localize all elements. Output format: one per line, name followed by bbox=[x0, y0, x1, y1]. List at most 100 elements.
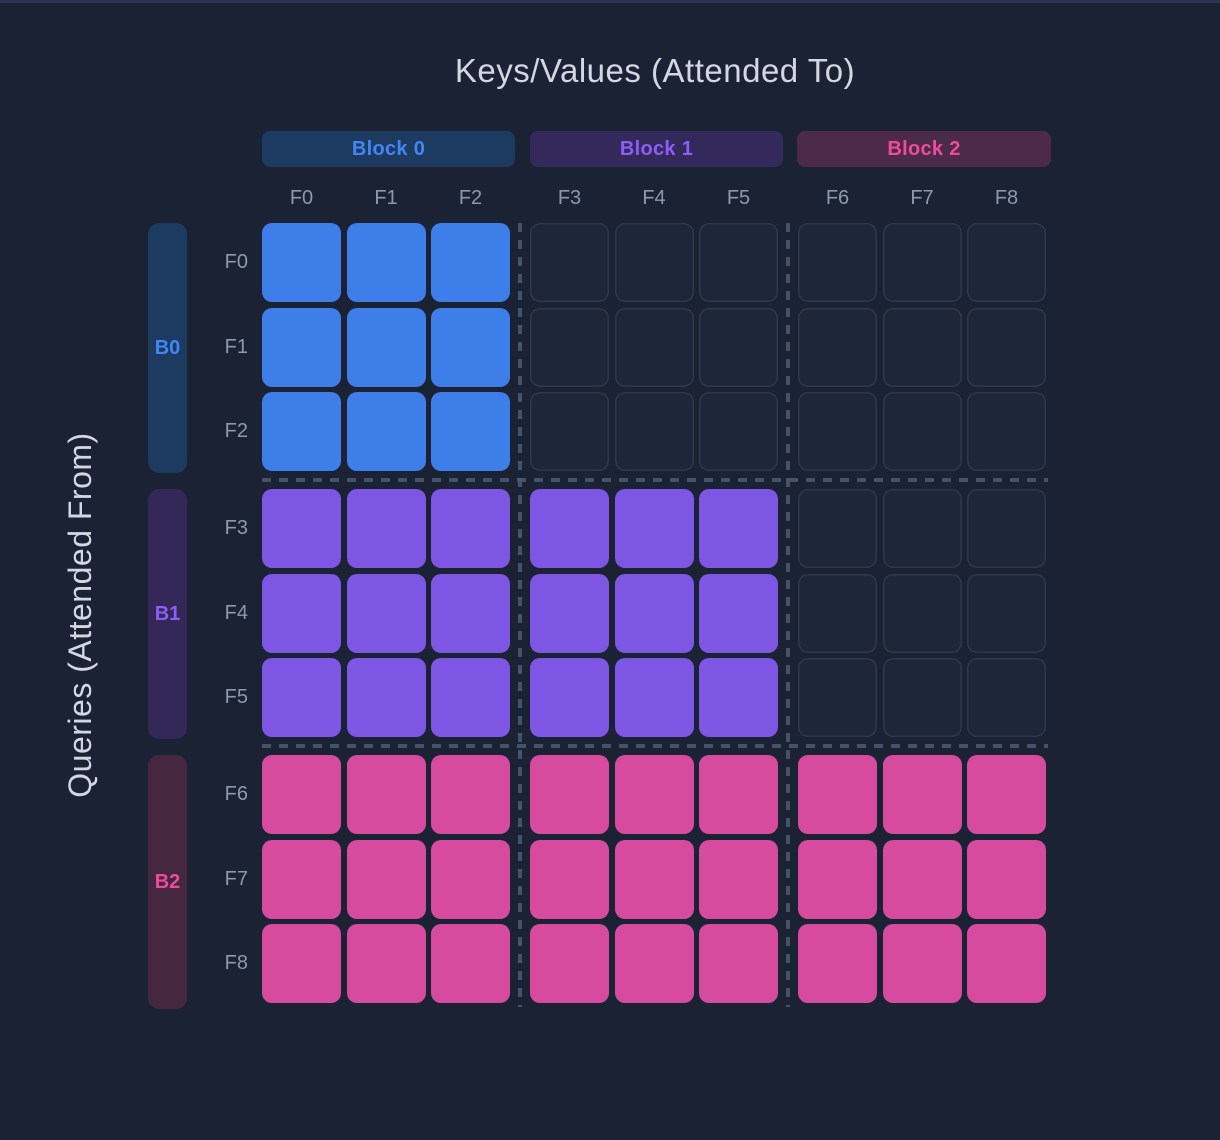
mask-cell-qF4-kF6-masked bbox=[798, 573, 877, 653]
row-label-f3: F3 bbox=[224, 517, 248, 539]
mask-cell-qF6-kF3-attended bbox=[530, 755, 609, 834]
block-region-qB2-kB1 bbox=[530, 755, 778, 1003]
block-header-0: Block 0 bbox=[262, 131, 515, 167]
mask-cell-qF3-kF0-attended bbox=[262, 489, 341, 568]
block-region-qB1-kB1 bbox=[530, 489, 778, 737]
mask-cell-qF6-kF2-attended bbox=[431, 755, 510, 834]
col-label-f8: F8 bbox=[994, 187, 1019, 209]
mask-cell-qF1-kF1-attended bbox=[346, 307, 426, 387]
query-block-bar-0-label: B0 bbox=[154, 336, 181, 359]
mask-cell-qF7-kF5-attended bbox=[699, 839, 778, 919]
block-separator-horizontal-2 bbox=[262, 744, 1048, 748]
mask-cell-qF8-kF7-attended bbox=[882, 924, 962, 1003]
query-block-bar-1: B1 bbox=[148, 489, 187, 739]
block-header-2-label: Block 2 bbox=[887, 137, 961, 160]
mask-cell-qF0-kF0-attended bbox=[262, 223, 341, 302]
mask-cell-qF1-kF6-masked bbox=[798, 307, 877, 387]
window-top-edge bbox=[0, 0, 1220, 3]
col-label-f1: F1 bbox=[374, 187, 398, 209]
mask-cell-qF0-kF3-masked bbox=[530, 223, 609, 302]
mask-cell-qF6-kF5-attended bbox=[699, 755, 778, 834]
mask-cell-qF2-kF4-masked bbox=[614, 392, 694, 471]
mask-cell-qF3-kF5-attended bbox=[699, 489, 778, 568]
mask-cell-qF1-kF8-masked bbox=[967, 307, 1046, 387]
mask-cell-qF3-kF4-attended bbox=[614, 489, 694, 568]
col-label-f2: F2 bbox=[458, 187, 483, 209]
mask-cell-qF8-kF2-attended bbox=[431, 924, 510, 1003]
mask-cell-qF3-kF7-masked bbox=[882, 489, 962, 568]
mask-cell-qF4-kF4-attended bbox=[614, 573, 694, 653]
row-label-f8: F8 bbox=[224, 952, 248, 974]
col-label-f0: F0 bbox=[289, 187, 314, 209]
mask-cell-qF8-kF6-attended bbox=[798, 924, 877, 1003]
block-header-1: Block 1 bbox=[530, 131, 783, 167]
mask-cell-qF7-kF0-attended bbox=[262, 839, 341, 919]
block-separator-vertical-2 bbox=[786, 223, 790, 1007]
block-separator-vertical-1 bbox=[518, 223, 522, 1007]
mask-cell-qF4-kF2-attended bbox=[431, 573, 510, 653]
queries-axis-title: Queries (Attended From) bbox=[62, 432, 98, 798]
mask-cell-qF5-kF0-attended bbox=[262, 658, 341, 737]
mask-cell-qF7-kF8-attended bbox=[967, 839, 1046, 919]
query-block-bar-1-label: B1 bbox=[154, 602, 181, 625]
block-region-qB0-kB2 bbox=[798, 223, 1046, 471]
mask-cell-qF4-kF0-attended bbox=[262, 573, 341, 653]
mask-cell-qF3-kF2-attended bbox=[431, 489, 510, 568]
mask-cell-qF4-kF3-attended bbox=[530, 573, 609, 653]
col-label-f6: F6 bbox=[825, 187, 850, 209]
mask-cell-qF2-kF2-attended bbox=[431, 392, 510, 471]
mask-cell-qF2-kF0-attended bbox=[262, 392, 341, 471]
mask-cell-qF5-kF2-attended bbox=[431, 658, 510, 737]
mask-cell-qF8-kF5-attended bbox=[699, 924, 778, 1003]
column-frame-labels: F0 F1 F2 F3 F4 F5 F6 F7 F8 bbox=[262, 184, 1048, 212]
mask-cell-qF0-kF5-masked bbox=[699, 223, 778, 302]
block-header-2: Block 2 bbox=[797, 131, 1051, 167]
mask-cell-qF7-kF1-attended bbox=[346, 839, 426, 919]
col-label-f7: F7 bbox=[910, 187, 934, 209]
mask-cell-qF5-kF1-attended bbox=[346, 658, 426, 737]
row-label-f5: F5 bbox=[224, 686, 248, 708]
col-label-f4: F4 bbox=[642, 187, 666, 209]
mask-cell-qF5-kF6-masked bbox=[798, 658, 877, 737]
mask-cell-qF1-kF5-masked bbox=[699, 307, 778, 387]
mask-cell-qF2-kF8-masked bbox=[967, 392, 1046, 471]
mask-cell-qF5-kF5-attended bbox=[699, 658, 778, 737]
mask-cell-qF1-kF2-attended bbox=[431, 307, 510, 387]
mask-cell-qF0-kF1-attended bbox=[346, 223, 426, 302]
mask-cell-qF1-kF0-attended bbox=[262, 307, 341, 387]
mask-cell-qF5-kF7-masked bbox=[882, 658, 962, 737]
mask-cell-qF3-kF3-attended bbox=[530, 489, 609, 568]
mask-cell-qF2-kF5-masked bbox=[699, 392, 778, 471]
mask-cell-qF8-kF0-attended bbox=[262, 924, 341, 1003]
mask-cell-qF8-kF4-attended bbox=[614, 924, 694, 1003]
mask-cell-qF4-kF1-attended bbox=[346, 573, 426, 653]
mask-cell-qF7-kF4-attended bbox=[614, 839, 694, 919]
mask-cell-qF1-kF4-masked bbox=[614, 307, 694, 387]
mask-cell-qF6-kF7-attended bbox=[882, 755, 962, 834]
mask-cell-qF0-kF2-attended bbox=[431, 223, 510, 302]
mask-cell-qF2-kF7-masked bbox=[882, 392, 962, 471]
mask-cell-qF5-kF4-attended bbox=[614, 658, 694, 737]
block-region-qB0-kB1 bbox=[530, 223, 778, 471]
row-label-f2: F2 bbox=[224, 420, 248, 442]
mask-cell-qF7-kF6-attended bbox=[798, 839, 877, 919]
col-label-f3: F3 bbox=[557, 187, 582, 209]
mask-cell-qF0-kF7-masked bbox=[882, 223, 962, 302]
block-region-qB2-kB2 bbox=[798, 755, 1046, 1003]
mask-cell-qF5-kF3-attended bbox=[530, 658, 609, 737]
query-block-bar-0: B0 bbox=[148, 223, 187, 473]
mask-cell-qF2-kF6-masked bbox=[798, 392, 877, 471]
attention-mask-grid bbox=[262, 223, 1048, 1009]
mask-cell-qF2-kF3-masked bbox=[530, 392, 609, 471]
block-separator-horizontal-1 bbox=[262, 478, 1048, 482]
block-region-qB1-kB0 bbox=[262, 489, 510, 737]
mask-cell-qF4-kF7-masked bbox=[882, 573, 962, 653]
mask-cell-qF6-kF8-attended bbox=[967, 755, 1046, 834]
mask-cell-qF8-kF3-attended bbox=[530, 924, 609, 1003]
mask-cell-qF4-kF5-attended bbox=[699, 573, 778, 653]
col-label-f5: F5 bbox=[726, 187, 751, 209]
mask-cell-qF3-kF1-attended bbox=[346, 489, 426, 568]
row-label-f1: F1 bbox=[224, 335, 248, 358]
mask-cell-qF7-kF3-attended bbox=[530, 839, 609, 919]
